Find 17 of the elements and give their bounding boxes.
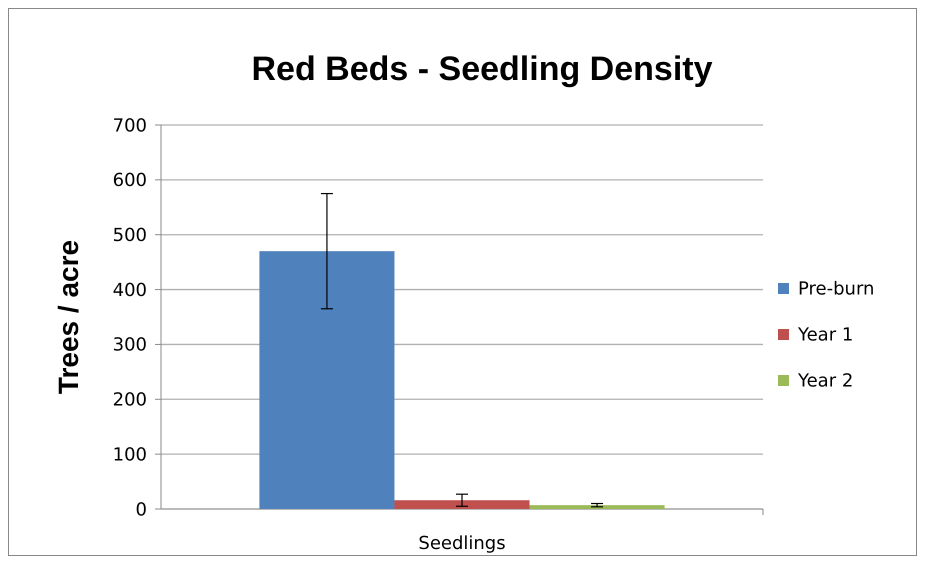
- y-tick-label: 700: [112, 115, 147, 136]
- legend-label: Pre-burn: [798, 278, 874, 300]
- y-tick-label: 100: [112, 444, 147, 466]
- bar: [259, 251, 394, 509]
- chart-title: Red Beds - Seedling Density: [252, 50, 713, 88]
- y-tick-label: 300: [112, 334, 147, 356]
- y-axis-title: Trees / acre: [53, 240, 84, 394]
- legend-label: Year 2: [797, 370, 854, 392]
- y-tick-label: 600: [112, 170, 147, 192]
- x-tick-label: Seedlings: [418, 533, 506, 554]
- y-tick-label: 0: [136, 499, 147, 520]
- bar: [530, 505, 665, 509]
- y-tick-label: 400: [112, 280, 147, 301]
- y-tick-label: 200: [112, 390, 147, 411]
- bar: [394, 500, 530, 509]
- y-tick-label: 500: [112, 225, 147, 246]
- legend-label: Year 1: [797, 324, 854, 346]
